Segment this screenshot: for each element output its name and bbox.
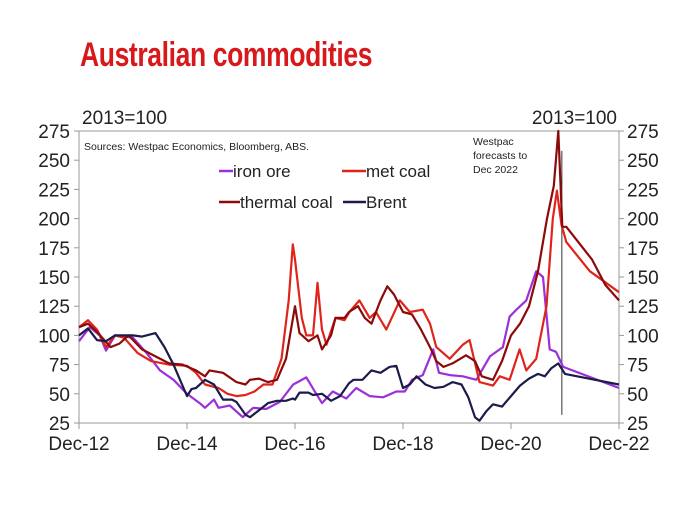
x-tick-label: Dec-22 [588,434,649,455]
legend: iron ore met coal thermal coal Brent [219,162,430,212]
right-axis-unit: 2013=100 [532,108,617,129]
left-y-tick-label: 200 [38,210,70,231]
right-y-tick-label: 175 [627,239,659,260]
series-line-met-coal [78,189,620,398]
left-y-tick-label: 50 [49,385,70,406]
legend-label-brent: Brent [366,193,407,212]
left-y-tick-label: 250 [38,151,70,172]
x-tick-label: Dec-12 [48,434,109,455]
right-y-tick-label: 250 [627,151,659,172]
right-y-tick-label: 100 [627,326,659,347]
right-y-tick-label: 225 [627,180,659,201]
series-line-brent [78,327,620,422]
source-note: Sources: Westpac Economics, Bloomberg, A… [84,141,309,153]
left-y-tick-label: 225 [38,180,70,201]
right-y-tick-label: 50 [627,385,648,406]
x-tick-label: Dec-16 [264,434,325,455]
right-y-tick-label: 150 [627,268,659,289]
forecast-annotation-line3: Dec 2022 [473,164,518,176]
plot-frame [78,130,620,424]
forecast-annotation-line1: Westpac [473,136,514,148]
right-y-tick-label: 75 [627,356,648,377]
left-y-tick-label: 175 [38,239,70,260]
left-y-tick-label: 75 [49,356,70,377]
left-y-tick-label: 100 [38,326,70,347]
left-y-tick-label: 25 [49,414,70,435]
legend-label-met-coal: met coal [366,162,430,181]
right-y-tick-label: 275 [627,122,659,143]
right-y-tick-label: 200 [627,210,659,231]
left-y-tick-label: 125 [38,297,70,318]
x-tick-label: Dec-18 [372,434,433,455]
left-y-tick-label: 150 [38,268,70,289]
legend-label-thermal-coal: thermal coal [240,193,333,212]
series-line-thermal-coal [78,129,620,386]
forecast-annotation-line2: forecasts to [473,150,527,162]
right-y-tick-label: 125 [627,297,659,318]
left-y-tick-label: 275 [38,122,70,143]
x-tick-label: Dec-14 [156,434,218,455]
chart-title: Australian commodities [80,36,373,74]
left-axis-unit: 2013=100 [82,108,167,129]
x-tick-label: Dec-20 [480,434,541,455]
right-y-tick-label: 25 [627,414,648,435]
legend-label-iron-ore: iron ore [233,162,291,181]
